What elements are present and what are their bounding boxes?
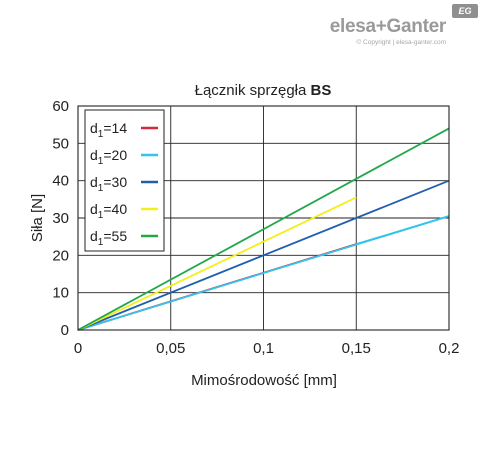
- y-tick-label: 20: [52, 247, 69, 264]
- y-tick-label: 40: [52, 173, 69, 190]
- legend-box: [84, 109, 165, 252]
- legend-label: d1=20: [90, 147, 127, 167]
- series-line-40: [77, 196, 357, 331]
- y-tick-label: 10: [52, 285, 69, 302]
- series-line-30: [77, 179, 450, 331]
- y-axis-ticks: 0 10 20 30 40 50 60: [52, 98, 69, 339]
- x-tick-label: 0,2: [439, 340, 460, 357]
- y-tick-label: 60: [52, 98, 69, 115]
- x-tick-label: 0,05: [156, 340, 185, 357]
- x-tick-label: 0,1: [253, 340, 274, 357]
- brand-badge: EG: [452, 4, 478, 18]
- brand-name: elesa+Ganter: [329, 16, 447, 37]
- x-tick-label: 0: [74, 340, 82, 357]
- x-axis-label: Mimośrodowość [mm]: [191, 372, 337, 389]
- plot-frame: [77, 105, 450, 331]
- legend-label: d1=14: [90, 120, 127, 140]
- legend-label: d1=30: [90, 174, 127, 194]
- chart-legend: d1=14 d1=20 d1=30 d1=40 d1=55: [84, 109, 165, 252]
- x-tick-label: 0,15: [342, 340, 371, 357]
- y-tick-label: 30: [52, 210, 69, 227]
- series-line-55: [77, 127, 450, 331]
- chart-title-bold: BS: [311, 82, 332, 99]
- chart-series: [77, 127, 450, 331]
- brand-logo: EG elesa+Ganter © Copyright | elesa-gant…: [290, 4, 480, 50]
- y-tick-label: 50: [52, 135, 69, 152]
- y-axis-label: Siła [N]: [29, 194, 46, 242]
- series-line-20: [77, 215, 450, 331]
- chart-title: Łącznik sprzęgła BS: [195, 82, 332, 99]
- legend-label: d1=40: [90, 201, 127, 221]
- chart-title-main: Łącznik sprzęgła: [195, 82, 311, 99]
- y-tick-label: 0: [61, 322, 69, 339]
- chart-frame: [77, 105, 450, 331]
- copyright-text: © Copyright | elesa-ganter.com: [356, 39, 446, 46]
- x-axis-ticks: 0 0,05 0,1 0,15 0,2: [74, 340, 460, 357]
- legend-label: d1=55: [90, 228, 127, 248]
